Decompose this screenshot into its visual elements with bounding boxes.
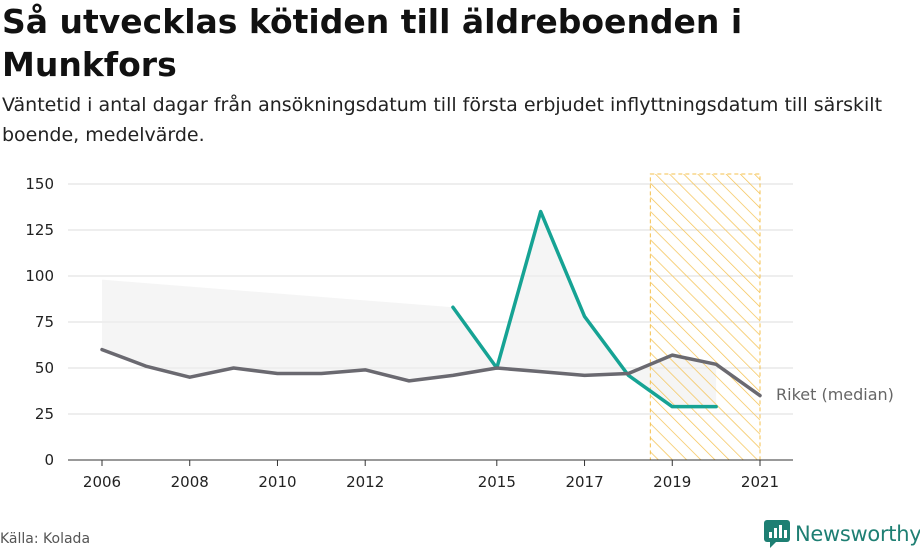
x-tick-label: 2012	[346, 473, 384, 491]
y-tick-label: 150	[25, 175, 54, 193]
brand-logo: Newsworthy	[764, 519, 920, 549]
x-tick-label: 2010	[258, 473, 296, 491]
source-note: Källa: Kolada	[0, 531, 91, 547]
brand-name: Newsworthy	[795, 522, 920, 546]
highlight-area	[649, 173, 761, 461]
hatched-highlight-region	[649, 173, 761, 461]
x-tick-label: 2021	[741, 473, 779, 491]
series-line-riket	[100, 347, 762, 398]
x-tick-label: 2017	[565, 473, 603, 491]
x-tick-label: 2019	[653, 473, 691, 491]
x-tick-label: 2015	[478, 473, 516, 491]
y-tick-label: 25	[35, 405, 54, 423]
chart-subtitle: Väntetid i antal dagar från ansökningsda…	[2, 94, 883, 146]
y-tick-label: 0	[44, 451, 54, 469]
x-tick-label: 2006	[83, 473, 121, 491]
y-tick-label: 50	[35, 359, 54, 377]
chart-title: Så utvecklas kötiden till äldreboenden i…	[2, 2, 743, 84]
axes: 0 25 50 75 100 125 150 2006 2008 2010 2012 2015 2017…	[25, 175, 793, 491]
x-tick-label: 2008	[171, 473, 209, 491]
series-label-riket: Riket (median)	[776, 385, 894, 404]
y-tick-label: 100	[25, 267, 54, 285]
shaded-band	[102, 211, 629, 381]
line-chart: Riket (median) 0 25 50 75 100 125 150 2006 2008 2…	[25, 173, 894, 491]
series-lines: Riket (median)	[100, 209, 894, 409]
newsworthy-logo-icon	[764, 520, 790, 548]
y-tick-label: 75	[35, 313, 54, 331]
y-tick-label: 125	[25, 221, 54, 239]
